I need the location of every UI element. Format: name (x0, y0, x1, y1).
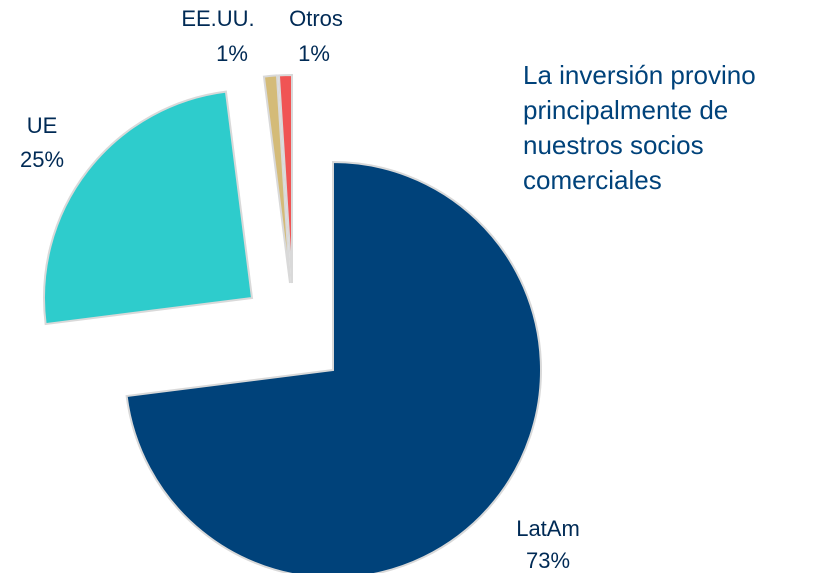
slice-label: Otros (289, 6, 343, 31)
slice-value: 73% (526, 548, 570, 573)
slice-value: 25% (20, 147, 64, 172)
slice-value: 1% (216, 41, 248, 66)
pie-slice (262, 74, 291, 284)
pie-slice (125, 160, 542, 573)
slice-label: UE (27, 113, 58, 138)
slice-label: EE.UU. (181, 6, 254, 31)
slice-label: LatAm (516, 516, 580, 541)
annotation: La inversión provino principalmente de n… (523, 60, 756, 195)
pie-slice (277, 73, 293, 284)
slice-value: 1% (298, 41, 330, 66)
pie-slice (43, 90, 254, 326)
